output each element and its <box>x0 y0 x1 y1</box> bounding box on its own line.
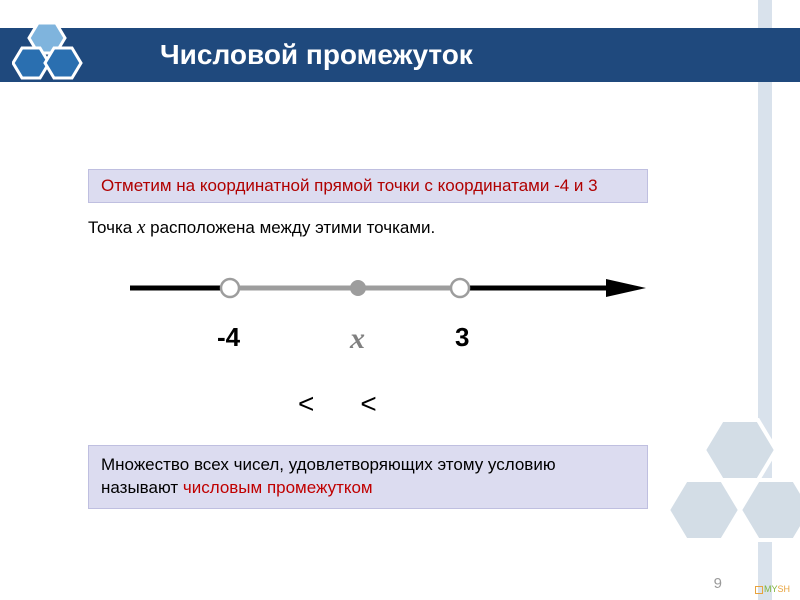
page-title: Числовой промежуток <box>160 39 473 71</box>
intro-text: Отметим на координатной прямой точки с к… <box>101 176 598 195</box>
inequality-row: << <box>298 388 379 420</box>
definition-box: Множество всех чисел, удовлетворяющих эт… <box>88 445 648 509</box>
wm-left: MY <box>764 584 778 594</box>
wm-right: SH <box>777 584 790 594</box>
watermark: MYSH <box>755 584 790 594</box>
point-suffix: расположена между этими точками. <box>145 218 435 237</box>
label-x: х <box>350 322 365 356</box>
label-minus4: -4 <box>217 322 240 353</box>
intro-box: Отметим на координатной прямой точки с к… <box>88 169 648 203</box>
lt-symbol-2: < <box>360 388 378 419</box>
hex-corner-icon <box>12 18 102 98</box>
definition-highlight: числовым промежутком <box>183 478 373 497</box>
point-prefix: Точка <box>88 218 137 237</box>
point-sentence: Точка х расположена между этими точками. <box>88 217 435 239</box>
hex-decor-icon <box>660 410 800 570</box>
page-number: 9 <box>714 575 722 592</box>
label-3: 3 <box>455 322 469 353</box>
lt-symbol-1: < <box>298 388 316 419</box>
number-line <box>120 260 650 340</box>
title-bar: Числовой промежуток <box>0 28 800 82</box>
